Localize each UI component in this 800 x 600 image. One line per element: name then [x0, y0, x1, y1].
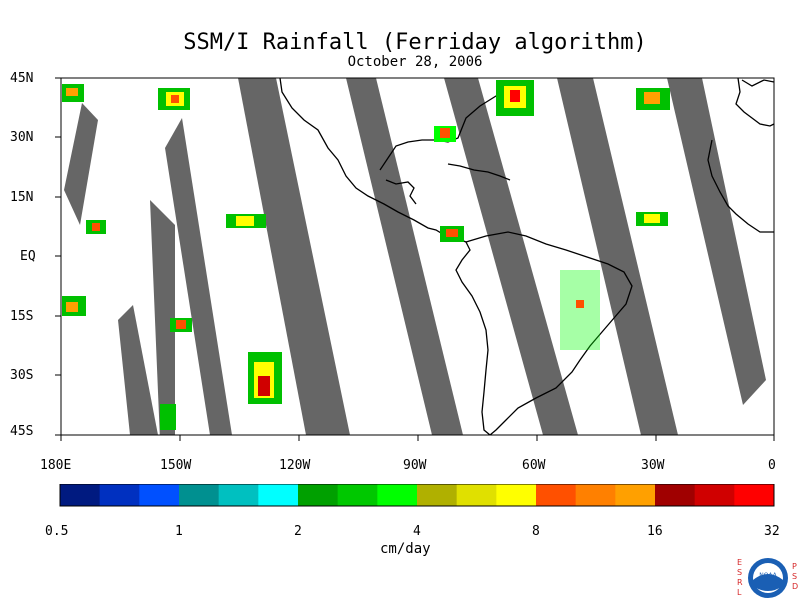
swath-gap: [150, 200, 175, 435]
caribbean-cuba: [447, 163, 511, 181]
axis-ticks: [55, 77, 775, 441]
colorbar-tick-label: 8: [532, 524, 540, 539]
coastlines: [279, 78, 774, 435]
colorbar-tick-label: 4: [413, 524, 421, 539]
lon-label: 0: [768, 458, 776, 473]
rain-patch: [636, 212, 668, 226]
yucatan: [385, 179, 417, 205]
colorbar-segment: [694, 484, 735, 506]
colorbar-tick-label: 16: [647, 524, 663, 539]
colorbar-segment: [377, 484, 418, 506]
rain-patch: [226, 214, 266, 228]
colorbar-segment: [734, 484, 775, 506]
lat-label: 15N: [10, 190, 34, 205]
colorbar-segment: [417, 484, 458, 506]
colorbar-segment: [536, 484, 577, 506]
rain-patch: [62, 84, 84, 102]
lon-label: 150W: [160, 458, 192, 473]
colorbar-tick-label: 0.5: [45, 524, 69, 539]
colorbar-segment: [258, 484, 299, 506]
rain-patch: [158, 88, 190, 110]
lon-label: 180E: [40, 458, 72, 473]
rain-patch: [62, 296, 86, 316]
rain-patch: [636, 88, 670, 110]
lat-label: 30S: [10, 368, 34, 383]
rain-patch: [160, 404, 176, 430]
greenland-hint: [741, 79, 774, 87]
map-date: October 28, 2006: [347, 54, 483, 70]
swath-gap: [346, 78, 463, 435]
rain-patch: [248, 352, 282, 404]
colorbar-segment: [179, 484, 220, 506]
swath-gaps: [64, 78, 766, 435]
lat-label: EQ: [20, 249, 36, 264]
colorbar-segment: [615, 484, 656, 506]
colorbar-segment: [139, 484, 180, 506]
lat-label: 30N: [10, 130, 34, 145]
noaa-emblem: NOAA: [748, 558, 788, 598]
colorbar-segment: [298, 484, 339, 506]
swath-gap: [118, 305, 158, 435]
logo-letter: E: [737, 558, 743, 567]
colorbar-segment: [60, 484, 101, 506]
north-america-coast: [279, 78, 467, 243]
lat-label: 45S: [10, 424, 34, 439]
lon-label: 60W: [522, 458, 546, 473]
colorbar-unit: cm/day: [380, 541, 431, 557]
rain-patches: [62, 80, 670, 430]
map-title: SSM/I Rainfall (Ferriday algorithm): [183, 30, 647, 55]
logo-letter: R: [737, 578, 743, 587]
logo-letter: P: [792, 562, 797, 571]
colorbar-segment: [218, 484, 259, 506]
colorbar-segment: [496, 484, 537, 506]
colorbar-segment: [99, 484, 140, 506]
rain-patch: [434, 126, 456, 142]
logo-letter: S: [737, 568, 743, 577]
rain-patch: [86, 220, 106, 234]
south-america-east: [465, 231, 633, 435]
lon-label: 120W: [279, 458, 311, 473]
noaa-emblem-text: NOAA: [759, 572, 777, 579]
africa-west-coast: [707, 139, 774, 233]
swath-gap: [557, 78, 678, 435]
colorbar-segment: [655, 484, 696, 506]
south-america-coast: [455, 241, 491, 435]
logo-letter: D: [792, 582, 799, 591]
rain-patch: [440, 226, 464, 242]
logo-letter: S: [792, 572, 798, 581]
colorbar: [59, 484, 775, 507]
europe-coast: [735, 78, 774, 127]
colorbar-segment: [337, 484, 378, 506]
colorbar-tick-label: 2: [294, 524, 302, 539]
lon-label: 90W: [403, 458, 427, 473]
lon-label: 30W: [641, 458, 665, 473]
colorbar-segment: [575, 484, 616, 506]
swath-gap: [165, 118, 232, 435]
rain-patch: [496, 80, 534, 116]
swath-gap: [64, 103, 98, 225]
swath-gap: [444, 78, 578, 435]
logo-letter: L: [737, 588, 742, 597]
colorbar-frame: [59, 484, 775, 507]
colorbar-tick-label: 1: [175, 524, 183, 539]
swath-gap: [238, 78, 350, 435]
lat-label: 15S: [10, 309, 34, 324]
rain-patch: [170, 318, 192, 332]
rain-patch: [560, 270, 600, 350]
noaa-logo: E S R L NOAA P S D: [734, 556, 800, 600]
colorbar-tick-label: 32: [764, 524, 780, 539]
swath-gap: [667, 78, 766, 405]
lat-label: 45N: [10, 71, 34, 86]
colorbar-segment: [456, 484, 497, 506]
